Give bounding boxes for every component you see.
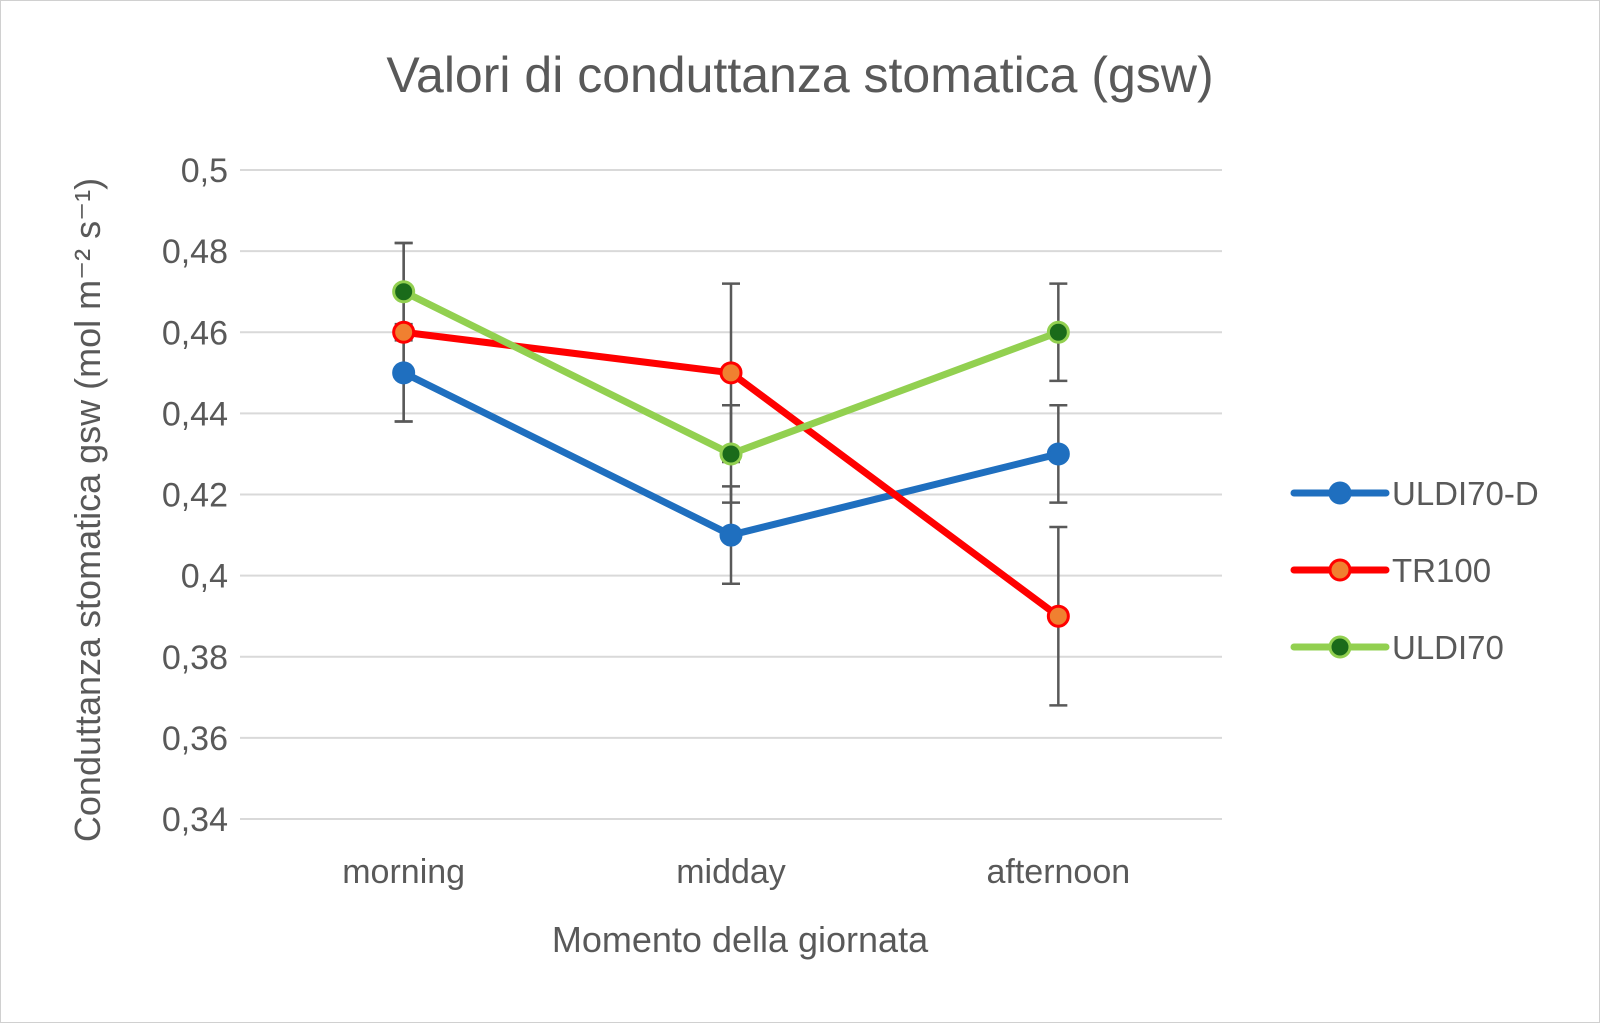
y-tick-label: 0,34 (162, 801, 228, 839)
y-tick-label: 0,4 (181, 558, 228, 596)
data-point (1046, 604, 1070, 628)
y-tick-labels: 0,34 0,36 0,38 0,4 0,42 0,44 0,46 0,48 0,5 (162, 152, 228, 839)
y-axis-title: Conduttanza stomatica gsw (mol m⁻² s⁻¹) (67, 178, 108, 842)
x-axis-title: Momento della giornata (552, 919, 929, 960)
x-tick-label: midday (676, 853, 786, 891)
y-tick-label: 0,48 (162, 233, 228, 271)
data-point (1046, 320, 1070, 344)
legend-label: ULDI70-D (1392, 475, 1539, 512)
data-point (392, 361, 416, 385)
data-point (392, 320, 416, 344)
legend-marker (1328, 558, 1352, 582)
x-tick-labels: morning midday afternoon (342, 853, 1130, 891)
y-tick-label: 0,36 (162, 720, 228, 758)
legend-marker (1328, 635, 1352, 659)
x-tick-label: morning (342, 853, 465, 891)
y-tick-label: 0,46 (162, 314, 228, 352)
legend-label: ULDI70 (1392, 629, 1504, 666)
y-tick-label: 0,5 (181, 152, 228, 190)
data-point (719, 442, 743, 466)
x-tick-label: afternoon (986, 853, 1130, 891)
y-tick-label: 0,44 (162, 395, 228, 433)
data-point (719, 361, 743, 385)
legend-label: TR100 (1392, 552, 1491, 589)
series-markers (392, 280, 1070, 628)
y-tick-label: 0,42 (162, 477, 228, 515)
legend: ULDI70-D TR100 ULDI70 (1290, 475, 1539, 666)
data-point (1046, 442, 1070, 466)
y-tick-label: 0,38 (162, 639, 228, 677)
legend-marker (1328, 481, 1352, 505)
data-point (719, 523, 743, 547)
data-point (392, 280, 416, 304)
chart-title: Valori di conduttanza stomatica (gsw) (386, 47, 1213, 103)
